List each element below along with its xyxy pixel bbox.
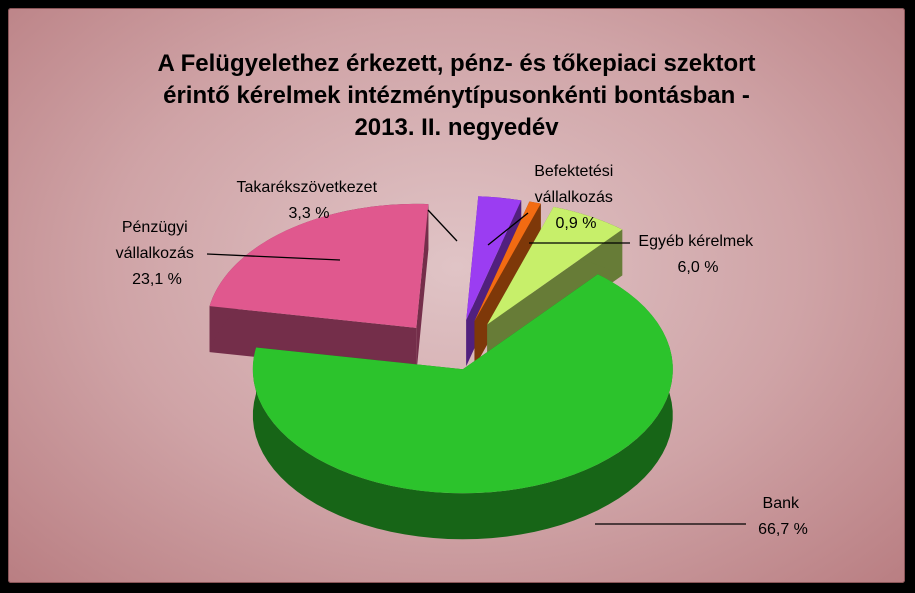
chart-title: A Felügyelethez érkezett, pénz- és tőkep…: [8, 48, 905, 144]
leader-line-penzugyi: [206, 253, 341, 261]
slice-bank: [252, 274, 673, 494]
slice-label-egyeb-value: 6,0 %: [678, 259, 719, 276]
svg-text:Pénzügyi vállalkozás: Pénzügyi vállalkozás 23,1 %: [116, 219, 199, 288]
chart-frame: A Felügyelethez érkezett, pénz- és tőkep…: [8, 8, 905, 583]
slice-label-takarek-name: Takarékszövetkezet: [237, 179, 378, 196]
svg-text:Takarékszövetkezet 3,3 %: Takarékszövetkezet 3,3 %: [237, 179, 382, 222]
slice-egyeb: [487, 206, 623, 325]
chart-title-line-2: érintő kérelmek intézménytípusonkénti bo…: [163, 82, 750, 109]
chart-title-line-3: 2013. II. negyedév: [354, 114, 559, 141]
slice-label-penzugyi-name-2: vállalkozás: [116, 245, 194, 262]
slice-label-takarek-value: 3,3 %: [289, 205, 330, 222]
svg-text:Bank 66,7 %: Bank 66,7 %: [758, 495, 808, 538]
slice-label-bank-name: Bank: [763, 495, 800, 512]
svg-text:Befektetési vállalkozás: Befektetési vállalkozás 0,9 %: [534, 163, 618, 232]
slice-label-penzugyi-value: 23,1 %: [132, 271, 182, 288]
slice-label-egyeb-name: Egyéb kérelmek: [638, 233, 754, 250]
slice-label-befektetesi-value: 0,9 %: [556, 215, 597, 232]
slice-label-befektetesi-name-1: Befektetési: [534, 163, 613, 180]
chart-title-line-1: A Felügyelethez érkezett, pénz- és tőkep…: [157, 50, 756, 77]
pie-chart: Bank 66,7 % Pénzügyi vállalkozás 23,1 % …: [116, 163, 808, 540]
slice-penzugyi: [209, 203, 429, 328]
slice-label-bank-value: 66,7 %: [758, 521, 808, 538]
leader-line-befektetesi: [487, 212, 529, 246]
slice-label-penzugyi-name-1: Pénzügyi: [122, 219, 188, 236]
slice-takarek: [466, 196, 522, 321]
svg-text:Egyéb kérelmek 6,0 %: Egyéb kérelmek 6,0 %: [638, 233, 757, 276]
leader-line-takarek: [427, 209, 458, 242]
slice-befektetesi: [474, 201, 541, 322]
slice-label-befektetesi-name-2: vállalkozás: [535, 189, 613, 206]
